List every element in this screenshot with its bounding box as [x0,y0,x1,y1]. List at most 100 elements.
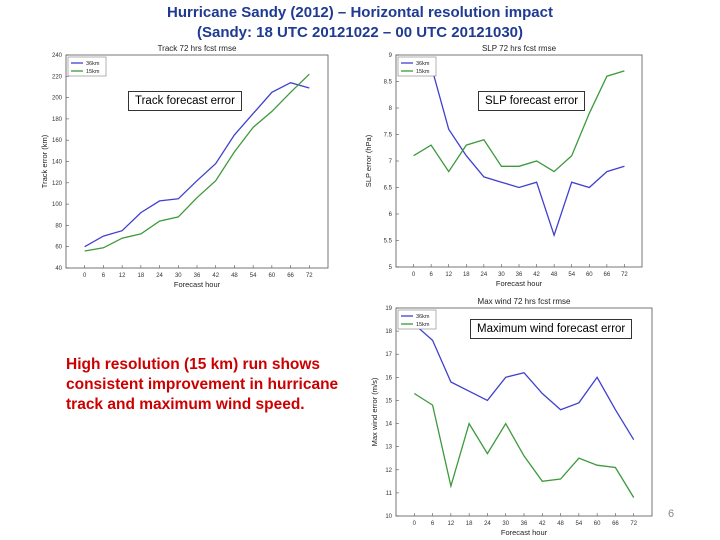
slide-title-line-1: Hurricane Sandy (2012) – Horizontal reso… [167,4,553,21]
chart-title: Max wind 72 hrs fcst rmse [478,297,571,306]
x-tick-label: 18 [138,273,145,279]
x-tick-label: 0 [83,273,87,279]
x-tick-label: 66 [287,273,294,279]
y-tick-label: 5.5 [384,239,393,245]
x-tick-label: 54 [250,273,257,279]
y-tick-label: 7 [389,159,393,165]
x-tick-label: 0 [412,272,416,278]
page-number: 6 [668,508,675,520]
plot-area [65,54,329,269]
legend: 36km 15km [397,309,437,330]
y-tick-label: 9 [389,53,393,59]
y-tick-label: 18 [385,329,392,335]
legend-label: 15km [86,69,100,75]
x-tick-label: 66 [612,521,619,527]
series-line-15km [413,392,635,498]
series-line-36km [413,64,625,238]
x-tick-label: 12 [119,273,126,279]
legend: 36km 15km [397,56,437,77]
x-tick-label: 66 [604,272,611,278]
y-axis-label: Max wind error (m/s) [370,377,379,446]
legend-label: 36km [416,61,430,67]
chart-title: Track 72 hrs fcst rmse [158,44,237,53]
y-axis-label: Track error (km) [40,134,49,188]
chart-title: SLP 72 hrs fcst rmse [482,44,557,53]
x-tick-label: 24 [484,521,491,527]
x-tick-label: 0 [413,521,417,527]
legend-label: 15km [416,69,430,75]
x-tick-label: 6 [431,521,435,527]
legend: 36km 15km [67,56,107,77]
x-tick-label: 42 [539,521,546,527]
series-line-36km [84,82,310,248]
series-line-15km [413,70,625,173]
x-tick-label: 54 [568,272,575,278]
y-tick-label: 220 [52,74,63,80]
x-tick-label: 18 [463,272,470,278]
x-tick-label: 54 [576,521,583,527]
x-tick-label: 12 [448,521,455,527]
y-tick-label: 40 [55,266,62,272]
y-tick-label: 13 [385,445,392,451]
y-axis-label: SLP error (hPa) [364,134,373,187]
x-tick-label: 30 [502,521,509,527]
x-axis-label: Forecast hour [496,279,543,288]
x-tick-label: 60 [269,273,276,279]
x-tick-label: 48 [557,521,564,527]
x-axis-label: Forecast hour [501,528,548,537]
series-line-15km [84,73,310,252]
x-tick-label: 6 [102,273,106,279]
plot-area [395,54,643,268]
x-tick-label: 30 [498,272,505,278]
y-tick-label: 240 [52,53,63,59]
x-tick-label: 60 [586,272,593,278]
slide-title-line-2: (Sandy: 18 UTC 20121022 – 00 UTC 2012103… [196,24,523,41]
y-tick-label: 19 [385,306,392,312]
summary-note: High resolution (15 km) run shows consis… [66,356,339,413]
legend-label: 36km [86,61,100,67]
series-line-36km [413,323,635,441]
x-tick-label: 18 [466,521,473,527]
x-tick-label: 24 [481,272,488,278]
y-tick-label: 8.5 [384,80,393,86]
x-tick-label: 48 [231,273,238,279]
x-tick-label: 24 [156,273,163,279]
x-tick-label: 60 [594,521,601,527]
x-tick-label: 36 [516,272,523,278]
y-tick-label: 100 [52,202,63,208]
x-tick-label: 12 [445,272,452,278]
y-tick-label: 11 [386,491,393,497]
slp-error-callout: SLP forecast error [478,91,586,111]
y-tick-label: 16 [385,375,392,381]
legend-label: 36km [416,314,430,320]
max-wind-error-chart: Max wind 72 hrs fcst rmse 0 6 12 18 24 30 36 42 4… [370,297,653,537]
x-tick-label: 36 [521,521,528,527]
x-tick-label: 6 [429,272,433,278]
y-tick-label: 140 [52,160,63,166]
y-tick-label: 180 [52,117,63,123]
x-tick-label: 72 [621,272,628,278]
x-axis-label: Forecast hour [174,280,221,289]
y-tick-label: 5 [389,265,393,271]
y-tick-label: 60 [55,245,62,251]
y-tick-label: 8 [389,106,393,112]
y-tick-label: 17 [385,352,392,358]
x-tick-label: 42 [533,272,540,278]
y-tick-label: 6.5 [384,186,393,192]
y-tick-label: 12 [385,468,392,474]
y-tick-label: 80 [55,223,62,229]
x-tick-label: 42 [212,273,219,279]
y-tick-label: 120 [52,181,63,187]
y-tick-label: 14 [385,422,392,428]
x-tick-label: 72 [630,521,637,527]
y-tick-label: 6 [389,212,393,218]
x-tick-label: 48 [551,272,558,278]
y-tick-label: 7.5 [384,133,393,139]
y-tick-label: 15 [385,398,392,404]
max-wind-error-callout: Maximum wind forecast error [470,319,633,339]
x-tick-label: 30 [175,273,182,279]
y-tick-label: 160 [52,138,63,144]
x-tick-label: 72 [306,273,313,279]
y-tick-label: 10 [385,514,392,520]
y-tick-label: 200 [52,96,63,102]
